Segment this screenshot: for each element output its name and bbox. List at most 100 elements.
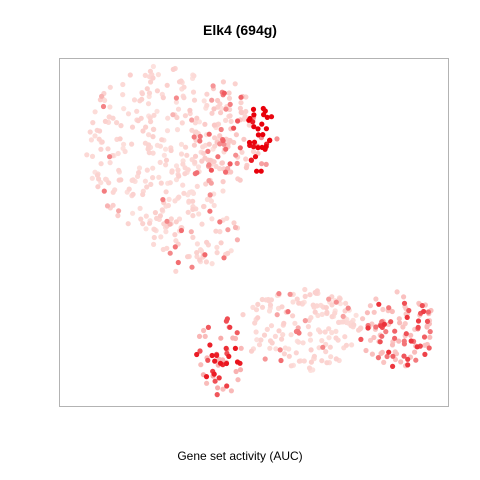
data-point: [138, 216, 144, 222]
data-point: [204, 196, 210, 203]
data-point: [150, 63, 156, 70]
data-point: [181, 95, 187, 101]
data-point: [140, 221, 146, 227]
data-point: [172, 244, 178, 250]
data-point: [231, 125, 237, 131]
data-point: [215, 154, 221, 160]
data-point: [214, 244, 220, 250]
data-point: [218, 335, 224, 341]
data-point: [117, 136, 123, 142]
data-point: [175, 167, 181, 173]
data-point: [163, 189, 169, 195]
data-point: [154, 108, 160, 114]
data-point: [196, 333, 203, 339]
data-point: [87, 129, 93, 135]
data-point: [401, 294, 407, 300]
data-point: [173, 219, 179, 225]
data-point: [204, 380, 210, 386]
data-point: [206, 141, 212, 147]
data-point: [375, 355, 381, 361]
data-point: [137, 205, 143, 211]
data-point: [384, 353, 390, 360]
data-point: [256, 342, 263, 348]
data-point: [143, 213, 149, 219]
data-point: [356, 327, 362, 333]
data-point: [324, 309, 330, 315]
data-point: [99, 139, 105, 145]
data-point: [195, 164, 202, 170]
data-point: [255, 315, 261, 321]
data-point: [333, 328, 339, 334]
data-point: [319, 338, 325, 344]
data-point: [209, 110, 215, 116]
data-point: [139, 96, 145, 102]
data-point: [373, 324, 379, 330]
data-point: [371, 309, 377, 315]
data-point: [319, 311, 325, 317]
data-point: [166, 196, 172, 202]
plot-frame: [59, 58, 449, 407]
data-point: [150, 75, 156, 81]
data-point: [202, 252, 208, 258]
data-point: [140, 191, 146, 198]
data-point: [296, 300, 302, 306]
data-point: [220, 79, 226, 85]
data-point: [172, 232, 178, 238]
data-point: [205, 357, 211, 363]
data-point: [223, 169, 229, 175]
data-point: [176, 194, 182, 200]
data-point: [233, 368, 239, 375]
data-point: [121, 141, 127, 147]
data-point: [404, 314, 410, 320]
data-point: [427, 329, 433, 335]
data-point: [253, 329, 259, 335]
data-point: [103, 176, 109, 182]
data-point: [178, 141, 185, 147]
data-point: [307, 337, 314, 343]
data-point: [401, 353, 407, 359]
data-point: [290, 313, 296, 319]
data-point: [227, 101, 233, 107]
data-point: [326, 326, 332, 332]
data-point: [142, 72, 148, 78]
data-point: [419, 303, 425, 309]
data-point: [282, 345, 288, 351]
data-point: [129, 124, 136, 130]
data-point: [242, 113, 248, 119]
data-point: [144, 167, 150, 173]
data-point: [185, 209, 191, 215]
data-point: [302, 318, 308, 324]
data-point: [144, 86, 150, 92]
data-point: [424, 324, 430, 330]
data-point: [140, 128, 146, 134]
data-point: [367, 303, 373, 309]
data-point: [277, 347, 283, 353]
data-point: [175, 259, 181, 266]
data-point: [146, 132, 152, 138]
data-point: [220, 179, 226, 185]
data-point: [305, 324, 311, 330]
data-point: [200, 144, 206, 150]
data-point: [248, 348, 255, 354]
data-point: [426, 345, 432, 351]
data-point: [182, 113, 188, 119]
data-point: [211, 202, 217, 209]
data-point: [400, 324, 406, 330]
data-point: [107, 154, 113, 160]
data-point: [164, 128, 171, 134]
data-point: [349, 342, 355, 348]
data-point: [214, 352, 220, 358]
data-point: [126, 186, 132, 192]
data-point: [358, 336, 364, 342]
data-point: [206, 162, 212, 168]
data-point: [243, 108, 249, 115]
data-point: [264, 326, 270, 332]
data-point: [168, 216, 174, 222]
data-point: [328, 354, 334, 360]
data-point: [343, 342, 349, 348]
data-point: [151, 112, 157, 118]
data-point: [254, 337, 260, 343]
data-point: [163, 229, 169, 235]
data-point: [201, 203, 207, 210]
